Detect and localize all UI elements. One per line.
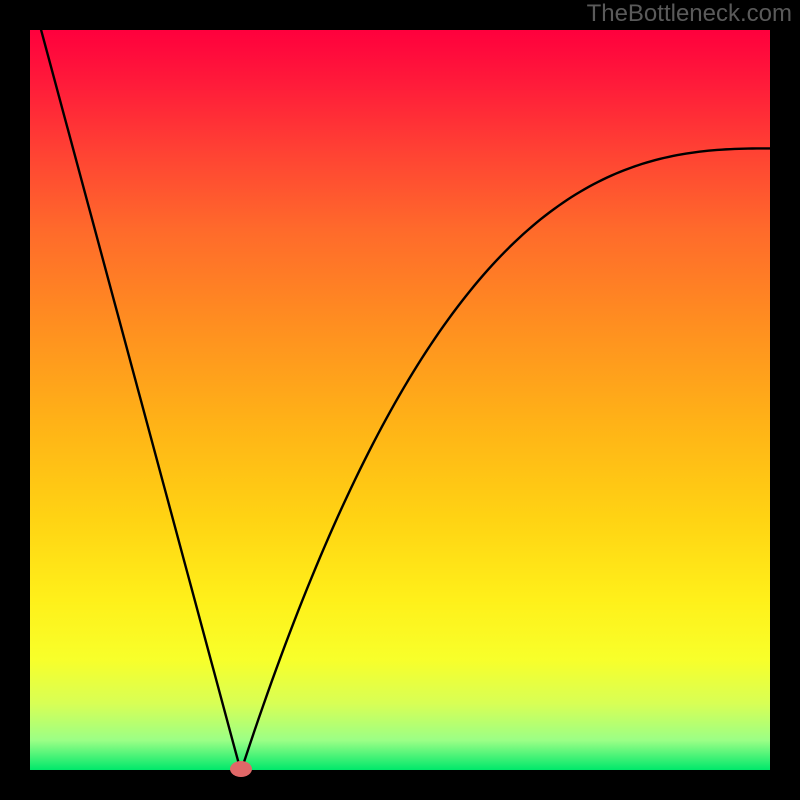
plot-area bbox=[30, 30, 770, 770]
watermark-text: TheBottleneck.com bbox=[587, 0, 792, 28]
chart-container: TheBottleneck.com bbox=[0, 0, 800, 800]
minimum-marker bbox=[230, 761, 252, 777]
